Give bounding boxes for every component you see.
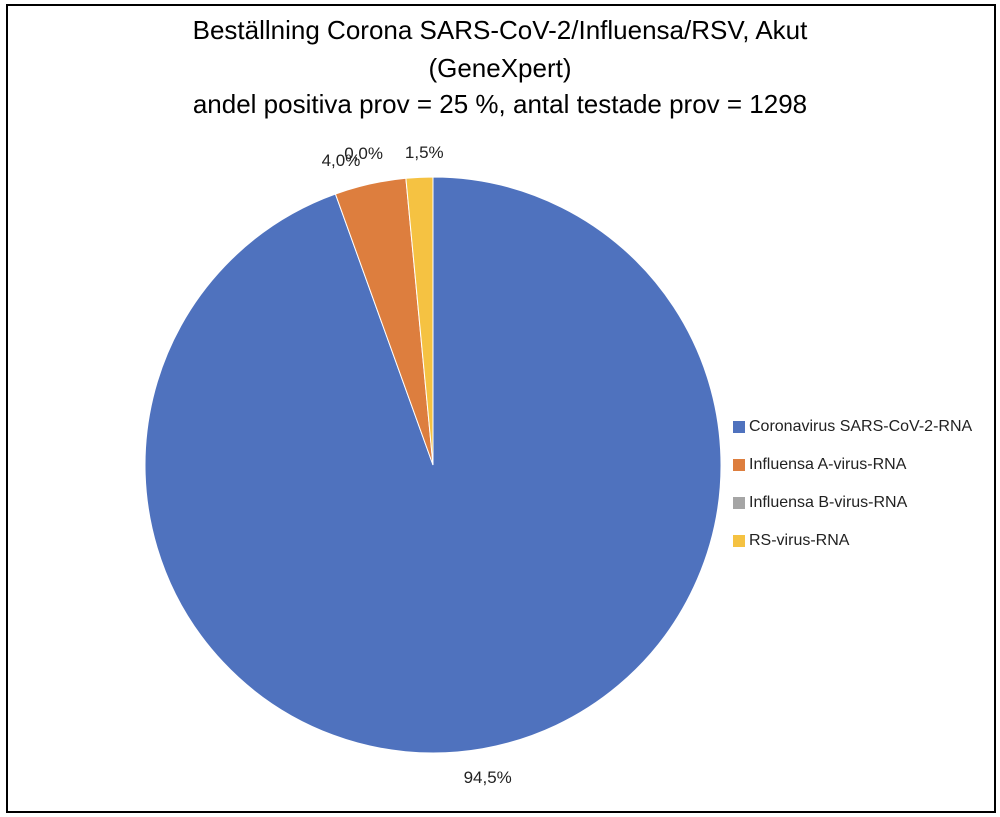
legend-label: Influensa A-virus-RNA: [749, 456, 907, 473]
legend-label: RS-virus-RNA: [749, 532, 850, 549]
legend-item-influensa-a: Influensa A-virus-RNA: [733, 446, 972, 484]
pie-slice-rs-virus: [405, 176, 434, 466]
legend-label: Influensa B-virus-RNA: [749, 494, 908, 511]
legend-item-sars-cov-2: Coronavirus SARS-CoV-2-RNA: [733, 408, 972, 446]
legend-label: Coronavirus SARS-CoV-2-RNA: [749, 418, 973, 435]
legend-item-rs-virus: RS-virus-RNA: [733, 522, 972, 560]
chart-subtitle: andel positiva prov = 25 %, antal testad…: [192, 89, 808, 119]
legend-swatch: [733, 497, 745, 509]
data-label-sars-cov-2: 94,5%: [463, 768, 512, 788]
legend-item-influensa-b: Influensa B-virus-RNA: [733, 484, 972, 522]
legend-swatch: [733, 535, 745, 547]
legend: Coronavirus SARS-CoV-2-RNA Influensa A-v…: [733, 408, 972, 560]
data-label-rs-virus: 1,5%: [404, 143, 444, 163]
chart-title: Beställning Corona SARS-CoV-2/Influensa/…: [192, 15, 808, 45]
legend-swatch: [733, 459, 745, 471]
chart-title-line-2: (GeneXpert): [428, 53, 572, 83]
data-label-influensa-a: 4,0%: [321, 150, 361, 170]
legend-swatch: [733, 421, 745, 433]
data-label-influensa-b: 0,0%: [344, 144, 383, 164]
pie-slices: [144, 176, 722, 754]
